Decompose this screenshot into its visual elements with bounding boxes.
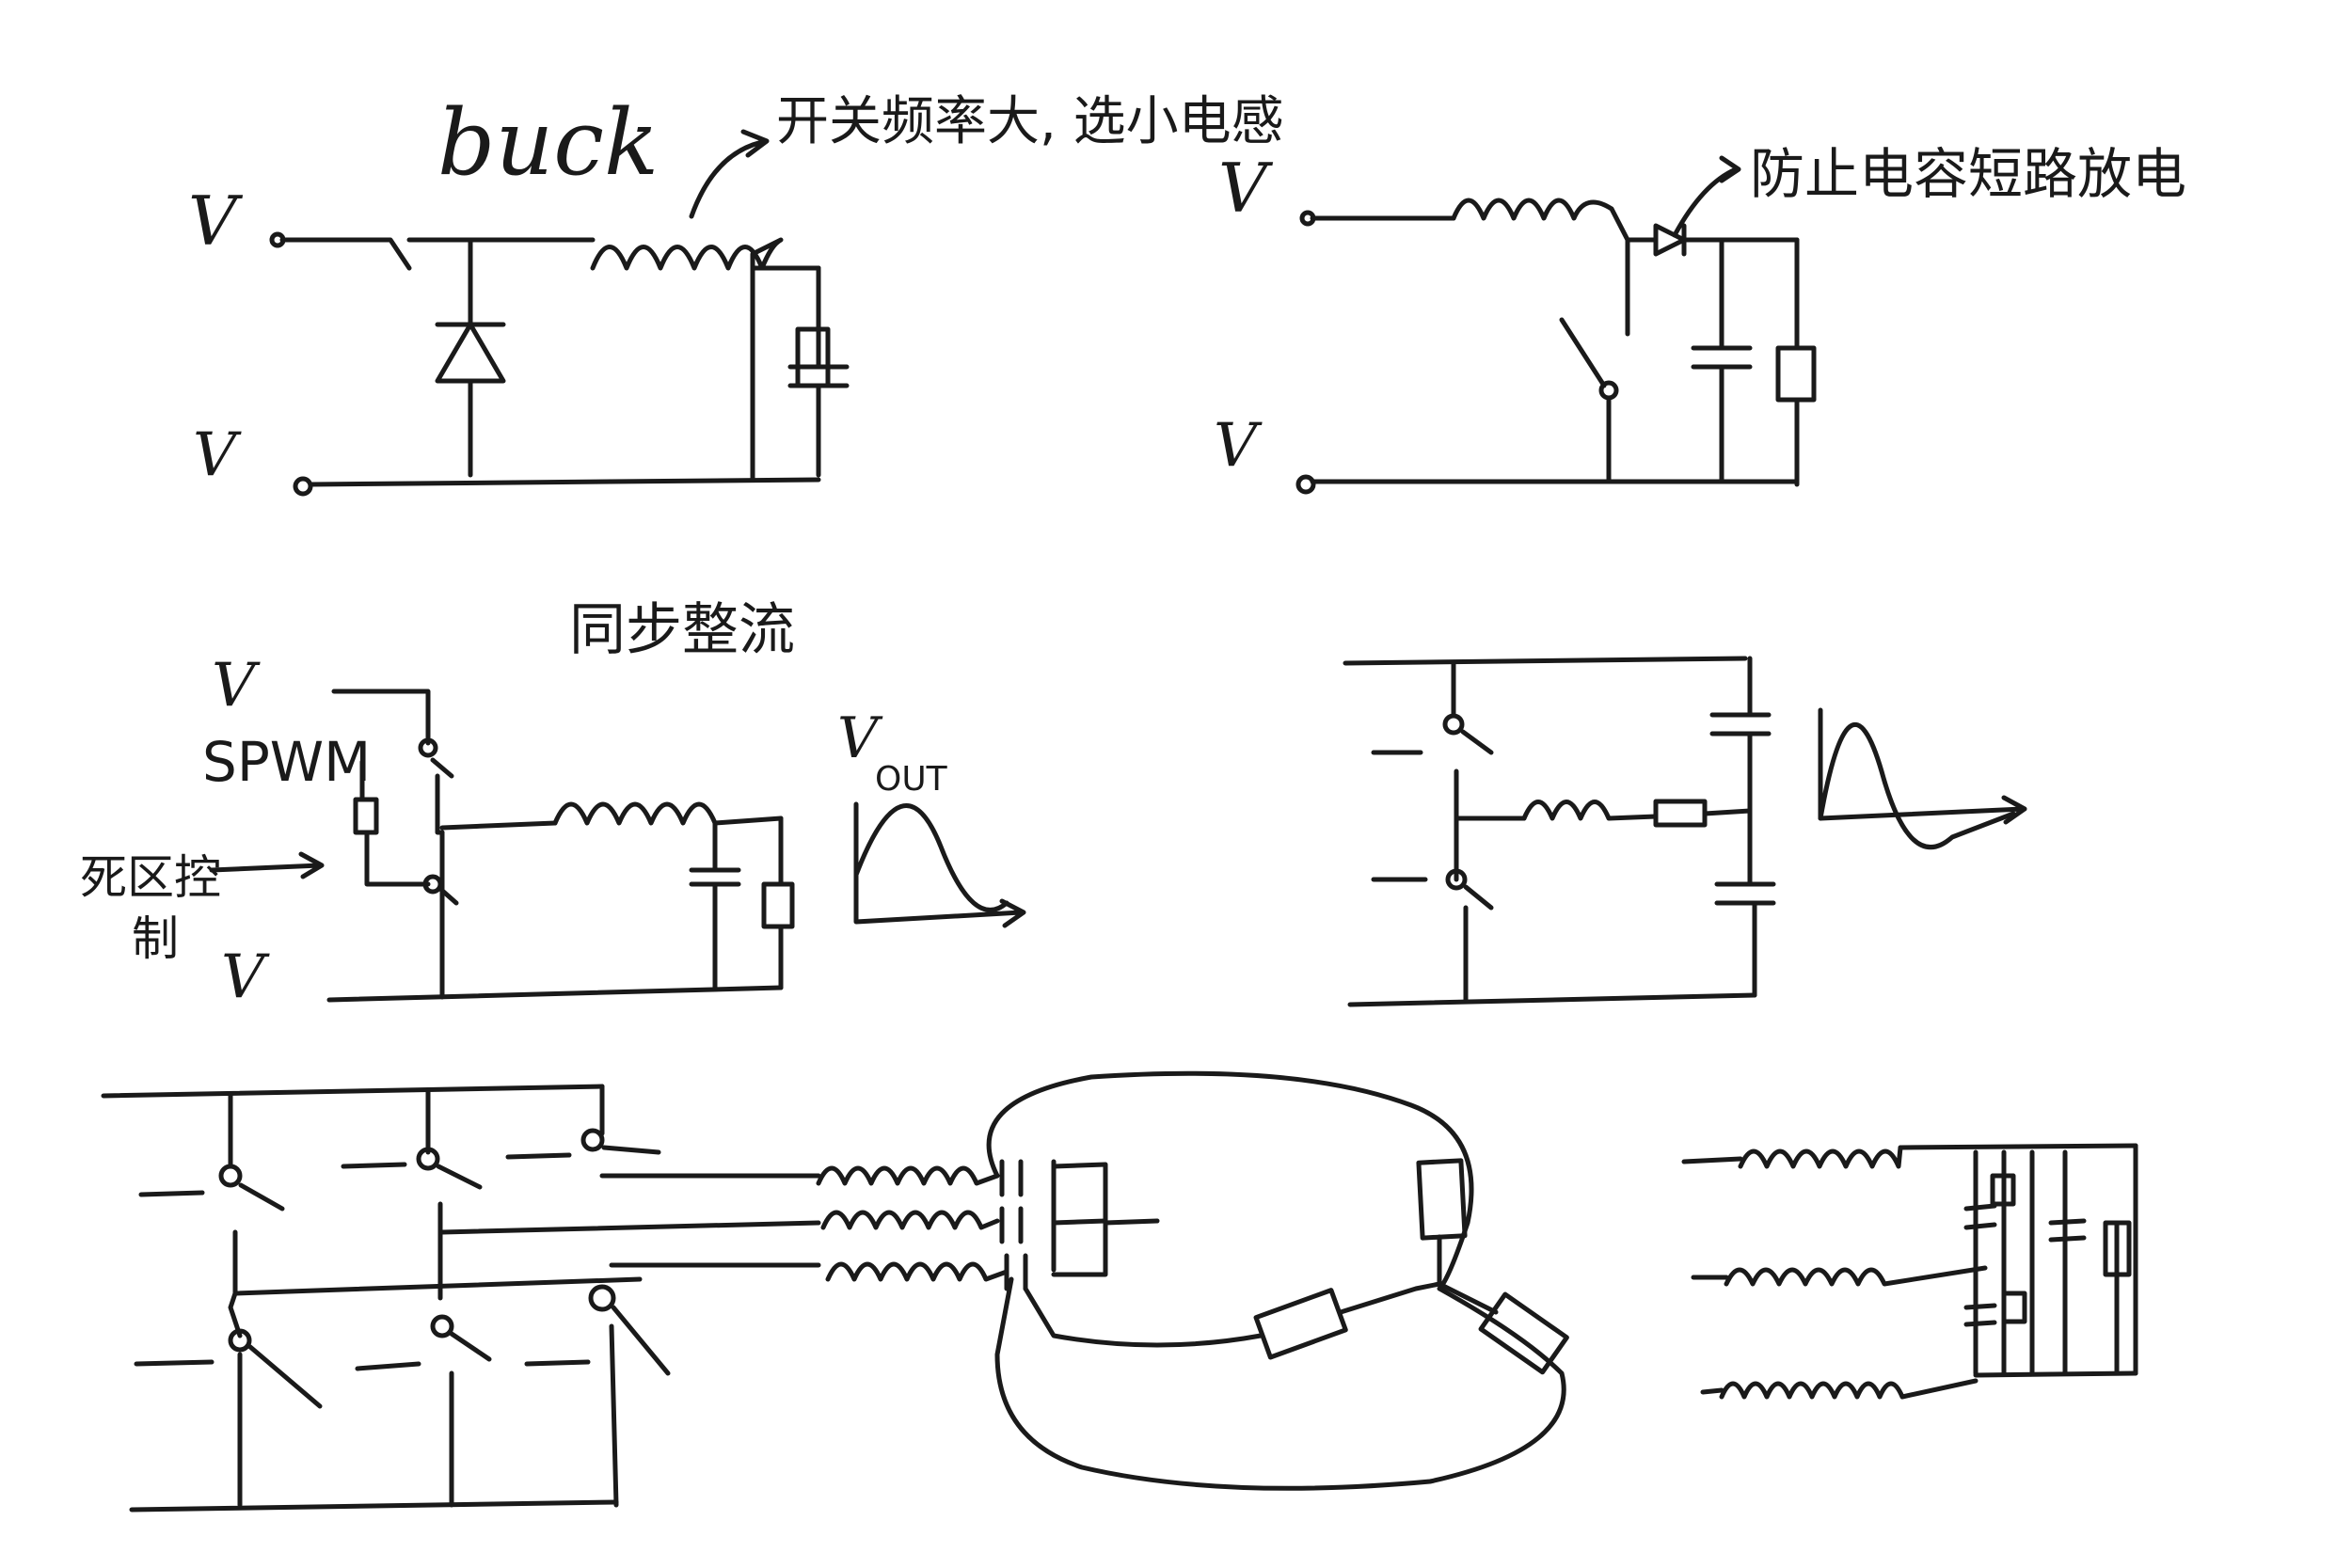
- buck-vin-plus-label: V: [188, 182, 244, 261]
- inv-inductor-a: [816, 1165, 1000, 1186]
- boost-inductor: [1451, 198, 1630, 243]
- inv-inductor-b: [820, 1210, 1000, 1230]
- inv-switch-3: [580, 1128, 605, 1152]
- sync-dead-time-label-1: 死区控: [80, 850, 221, 905]
- boost-vin-minus-label: V: [1214, 411, 1263, 481]
- three-phase-filter: [1681, 1143, 2138, 1400]
- sync-driver-block: [353, 797, 379, 835]
- hb-resistor: [1653, 799, 1708, 828]
- boost-circuit: [1295, 198, 1817, 495]
- sync-dead-time-label-2: 制: [132, 911, 179, 966]
- inv-load-loop: [986, 1070, 1566, 1491]
- buck-diode: [435, 322, 506, 384]
- sync-rect-title: 同步整流: [569, 597, 795, 663]
- inv-switch-5: [430, 1314, 454, 1338]
- inv-load-r1: [1416, 1158, 1468, 1241]
- inv-switch-6: [588, 1284, 616, 1312]
- hb-low-switch: [1445, 868, 1468, 891]
- sync-inductor: [552, 801, 784, 826]
- filter-inductor-a: [1738, 1145, 1903, 1169]
- sync-rect-circuit: [209, 689, 795, 1003]
- filter-inductor-b: [1724, 1265, 1988, 1287]
- buck-note-arrow: [689, 129, 770, 219]
- hb-cap-top: [1709, 712, 1772, 736]
- hb-inductor: [1521, 800, 1659, 821]
- half-bridge-circuit: [1343, 656, 1776, 1007]
- boost-load-resistor: [1775, 345, 1817, 403]
- inv-load-r3: [1478, 1291, 1569, 1375]
- inv-load-r2: [1253, 1288, 1348, 1360]
- filter-inductor-c: [1719, 1378, 1979, 1400]
- buck-vin-minus-label: V: [193, 420, 242, 490]
- buck-title: buck: [437, 90, 659, 196]
- inv-switch-1: [218, 1164, 243, 1188]
- hb-high-switch: [1442, 713, 1465, 736]
- three-phase-inverter: [101, 1070, 1569, 1513]
- buck-inductor: [590, 237, 784, 478]
- filter-r2: [2001, 1291, 2027, 1324]
- sync-spwm-label: SPWM: [202, 730, 371, 794]
- sync-load-resistor: [761, 881, 795, 929]
- hb-cap-bottom: [1714, 881, 1776, 906]
- buck-circuit: [269, 231, 850, 497]
- inv-inductor-c: [825, 1261, 1009, 1282]
- sync-vin-plus-label: V: [212, 651, 261, 721]
- inv-switch-4: [228, 1328, 252, 1353]
- filter-r1: [1990, 1173, 2016, 1207]
- sync-dead-time-arrow: [209, 851, 325, 879]
- sync-high-switch: [418, 737, 438, 758]
- boost-note-short-circuit: 防止电容短路放电: [1750, 142, 2186, 206]
- hb-waveform: [1818, 707, 2027, 849]
- sync-vout-waveform: [853, 801, 1026, 928]
- sync-vin-minus-label: V: [221, 942, 270, 1012]
- boost-vin-plus-label: V: [1218, 149, 1274, 228]
- boost-capacitor: [1691, 345, 1753, 370]
- buck-load-resistor: [795, 326, 831, 388]
- boost-note-arrow: [1672, 155, 1741, 238]
- buck-note-switch-freq: 开关频率大, 选小电感: [776, 91, 1284, 152]
- sync-vout-label: V: [837, 705, 883, 771]
- sync-vout-sub: OUT: [875, 760, 948, 799]
- inv-switch-2: [416, 1147, 440, 1171]
- filter-r3: [2103, 1220, 2132, 1277]
